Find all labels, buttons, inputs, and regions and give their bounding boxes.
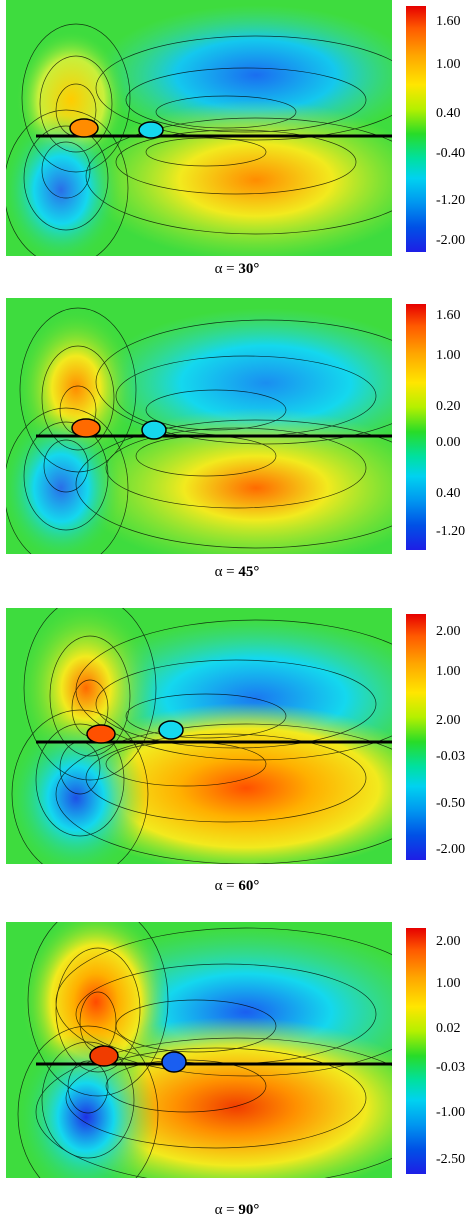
colorbar-tick: -2.00	[436, 842, 466, 857]
colorbar-tick: -0.40	[436, 146, 466, 161]
colorbar-tick: 2.00	[436, 624, 461, 639]
contour-plot	[6, 0, 392, 256]
contour-plot	[6, 608, 392, 864]
colorbar-tick: -1.20	[436, 193, 466, 208]
colorbar-tick: 1.60	[436, 14, 461, 29]
colorbar-tick: 2.00	[436, 934, 461, 949]
panel-caption: α = 45°	[214, 564, 260, 580]
colorbar-tick: 0.00	[436, 435, 461, 450]
colorbar-tick: -0.03	[436, 749, 466, 764]
colorbar-tick: 0.02	[436, 1021, 461, 1036]
contour-field	[6, 298, 392, 554]
contour-plot	[6, 922, 392, 1178]
contour-field	[6, 0, 392, 256]
colorbar	[406, 928, 426, 1174]
colorbar-tick: 0.40	[436, 486, 461, 501]
panel-caption: α = 30°	[214, 261, 260, 277]
panel-caption: α = 60°	[214, 878, 260, 894]
colorbar	[406, 614, 426, 860]
panel-caption: α = 90°	[214, 1202, 260, 1218]
colorbar-tick: 1.00	[436, 348, 461, 363]
colorbar-tick: -1.20	[436, 524, 466, 539]
contour-plot	[6, 298, 392, 554]
colorbar-tick: 2.00	[436, 713, 461, 728]
colorbar-tick: 1.00	[436, 57, 461, 72]
colorbar-tick: 1.60	[436, 308, 461, 323]
colorbar	[406, 304, 426, 550]
colorbar-tick: 1.00	[436, 664, 461, 679]
colorbar-tick: -1.00	[436, 1105, 466, 1120]
colorbar-tick: -0.50	[436, 796, 466, 811]
colorbar	[406, 6, 426, 252]
colorbar-tick: 0.20	[436, 399, 461, 414]
colorbar-tick: -2.00	[436, 233, 466, 248]
colorbar-tick: -2.50	[436, 1152, 466, 1167]
colorbar-tick: 0.40	[436, 106, 461, 121]
contour-field	[6, 922, 392, 1178]
contour-field	[6, 608, 392, 864]
colorbar-tick: -0.03	[436, 1060, 466, 1075]
colorbar-tick: 1.00	[436, 976, 461, 991]
